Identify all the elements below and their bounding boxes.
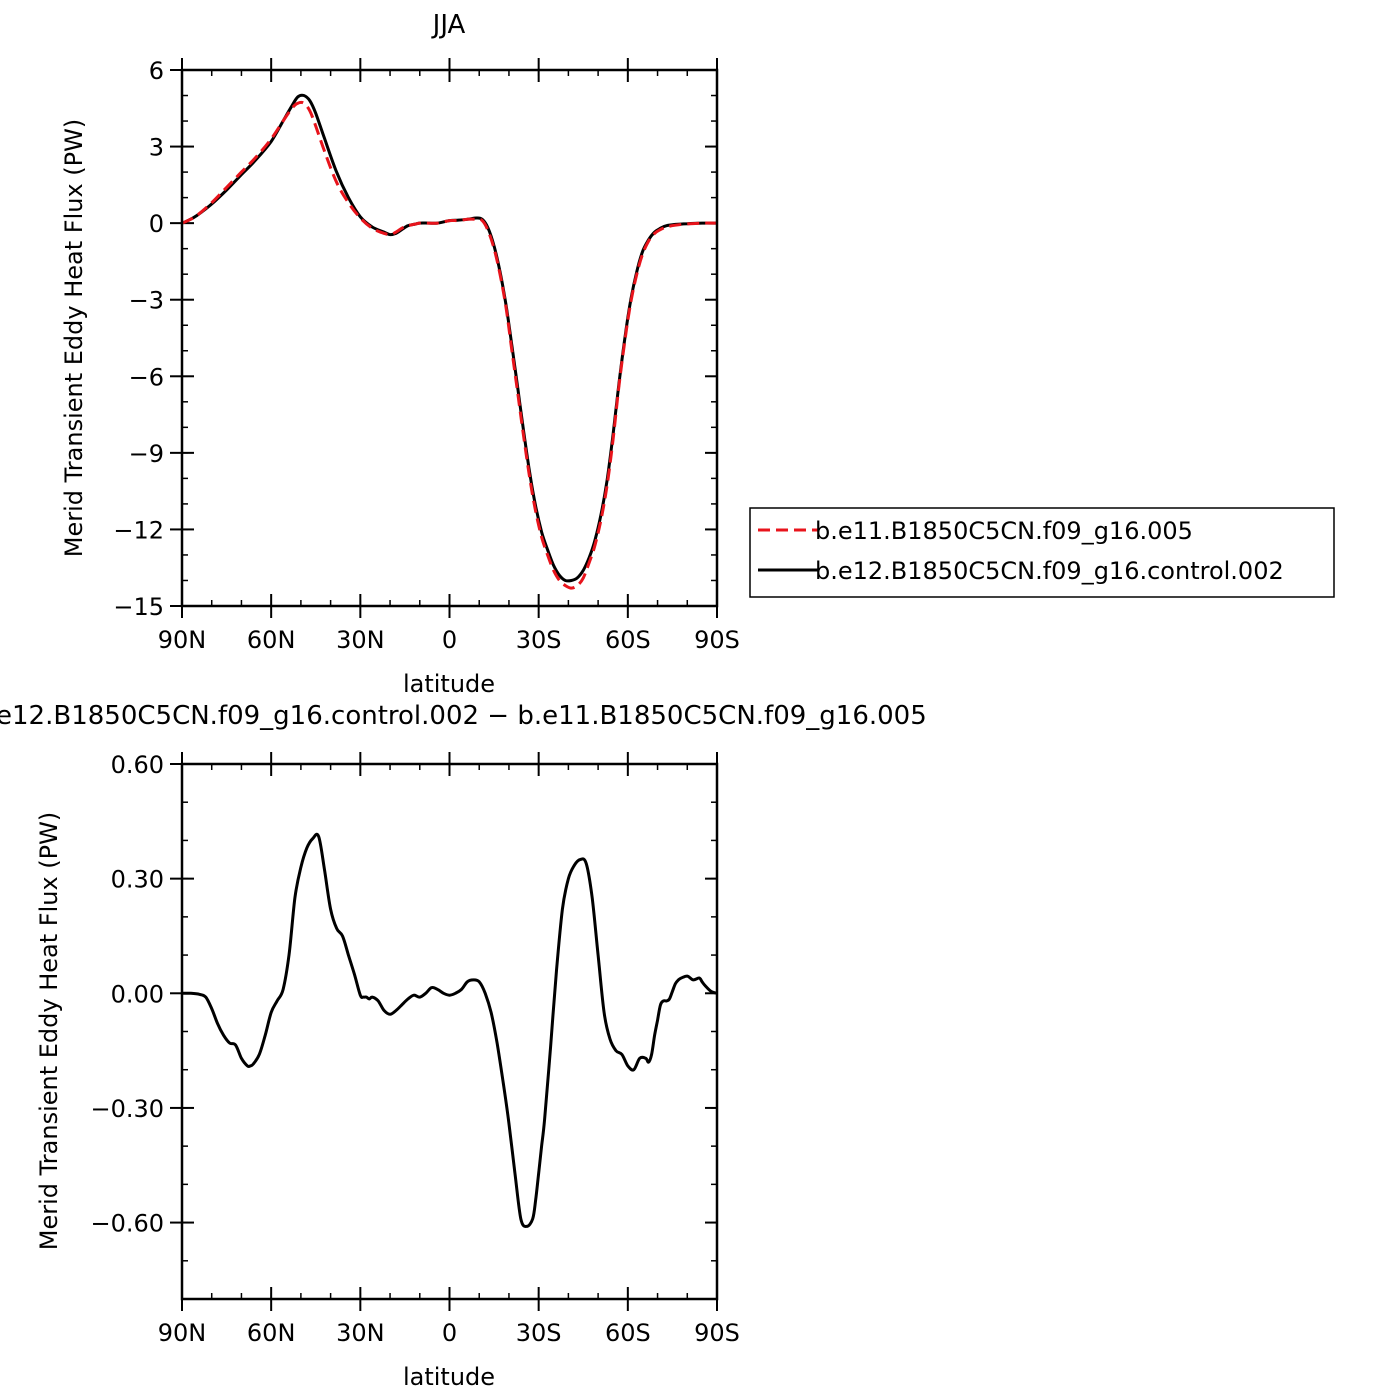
bottom-xtick-label: 0 [442, 1319, 457, 1347]
bottom-xtick-label: 30S [516, 1319, 562, 1347]
top-xtick-label: 0 [442, 626, 457, 654]
bottom-chart: b.e12.B1850C5CN.f09_g16.control.002 − b.… [0, 701, 927, 1391]
top-x-ticks: 90N 60N 30N 0 30S 60S 90S [158, 58, 740, 654]
bottom-series [181, 832, 718, 1228]
bottom-y-axis-label: Merid Transient Eddy Heat Flux (PW) [35, 812, 63, 1250]
top-ytick-label: −6 [129, 363, 164, 391]
top-ytick-label: −9 [129, 440, 164, 468]
bottom-ytick-label: −0.60 [90, 1210, 164, 1238]
top-xtick-label: 90S [694, 626, 740, 654]
top-x-axis-label: latitude [403, 670, 495, 698]
top-y-ticks: 6 3 0 −3 −6 −9 −12 −15 [113, 57, 717, 621]
bottom-xtick-label: 30N [336, 1319, 385, 1347]
top-series [181, 93, 718, 590]
bottom-ytick-label: 0.00 [111, 980, 164, 1008]
top-y-axis-label: Merid Transient Eddy Heat Flux (PW) [60, 119, 88, 557]
bottom-x-axis-label: latitude [403, 1363, 495, 1391]
top-series-line-2 [181, 93, 717, 583]
bottom-chart-title: b.e12.B1850C5CN.f09_g16.control.002 − b.… [0, 701, 927, 731]
top-legend: b.e11.B1850C5CN.f09_g16.005 b.e12.B1850C… [749, 507, 1335, 598]
top-ytick-label: −12 [113, 516, 164, 544]
bottom-xtick-label: 60S [605, 1319, 651, 1347]
bottom-xtick-label: 90N [158, 1319, 207, 1347]
legend-box [749, 507, 1335, 598]
top-ytick-label: −3 [129, 287, 164, 315]
legend-label-2: b.e12.B1850C5CN.f09_g16.control.002 [815, 557, 1284, 585]
top-xtick-label: 60N [247, 626, 296, 654]
top-xtick-label: 90N [158, 626, 207, 654]
top-chart: JJA 630−3−6−9−12−15 90N 60N 30N 0 30S 60S 90S … [60, 10, 1335, 698]
bottom-plot-frame [180, 762, 719, 1301]
top-ytick-label: 0 [149, 210, 164, 238]
bottom-ytick-label: −0.30 [90, 1095, 164, 1123]
top-plot-frame [180, 68, 719, 608]
top-xtick-label: 30S [516, 626, 562, 654]
top-ytick-label: −15 [113, 593, 164, 621]
top-xtick-label: 60S [605, 626, 651, 654]
bottom-xtick-label: 90S [694, 1319, 740, 1347]
top-ytick-label: 3 [149, 134, 164, 162]
bottom-ytick-label: 0.30 [111, 866, 164, 894]
top-chart-title: JJA [431, 10, 466, 40]
top-ytick-label: 6 [149, 57, 164, 85]
bottom-ytick-label: 0.60 [111, 751, 164, 779]
bottom-series-line-1 [181, 832, 718, 1228]
bottom-y-ticks: 0.60 0.30 0.00 −0.30 −0.60 [90, 751, 717, 1300]
legend-label-1: b.e11.B1850C5CN.f09_g16.005 [815, 517, 1193, 545]
top-xtick-label: 30N [336, 626, 385, 654]
bottom-xtick-label: 60N [247, 1319, 296, 1347]
top-series-line-1 [181, 100, 718, 590]
